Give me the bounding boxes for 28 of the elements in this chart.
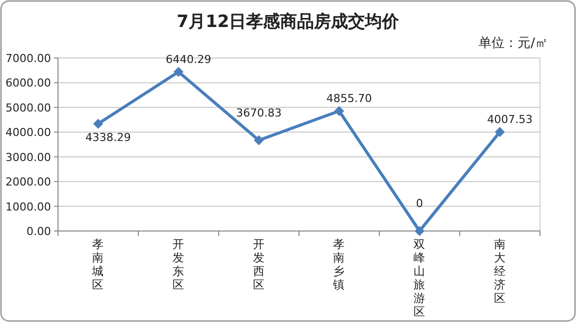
x-tick-label: 孝南乡镇 <box>332 237 346 292</box>
y-tick-label: 1000.00 <box>6 200 51 214</box>
y-tick-label: 0.00 <box>26 225 51 238</box>
y-tick-label: 2000.00 <box>6 176 51 189</box>
y-tick-label: 5000.00 <box>6 101 51 114</box>
x-tick-label: 开发东区 <box>172 237 184 292</box>
point <box>494 126 505 137</box>
data-label: 0 <box>416 197 423 210</box>
point <box>174 66 184 77</box>
y-tick-label: 4000.00 <box>6 126 51 140</box>
data-label: 4338.29 <box>85 130 131 144</box>
point <box>93 118 104 129</box>
data-label: 4855.70 <box>326 92 372 105</box>
y-tick-label: 6000.00 <box>6 76 51 90</box>
x-tick-label: 开发西区 <box>252 237 265 292</box>
data-label: 6440.29 <box>166 52 212 66</box>
x-tick-label: 南大经济区 <box>494 237 506 305</box>
data-label: 3670.83 <box>236 106 282 120</box>
y-tick-label: 3000.00 <box>6 150 51 164</box>
text: 单位：元/㎡ <box>478 36 548 51</box>
data-label: 4007.53 <box>487 112 533 126</box>
point <box>414 226 424 236</box>
point <box>334 106 344 116</box>
y-tick-label: 7000.00 <box>6 52 51 65</box>
x-tick-label: 孝南城区 <box>91 237 104 292</box>
x-tick-label: 双峰山旅游区 <box>414 237 426 318</box>
chart-title: 7月12日孝感商品房成交均价 <box>176 12 400 32</box>
point <box>254 135 264 146</box>
